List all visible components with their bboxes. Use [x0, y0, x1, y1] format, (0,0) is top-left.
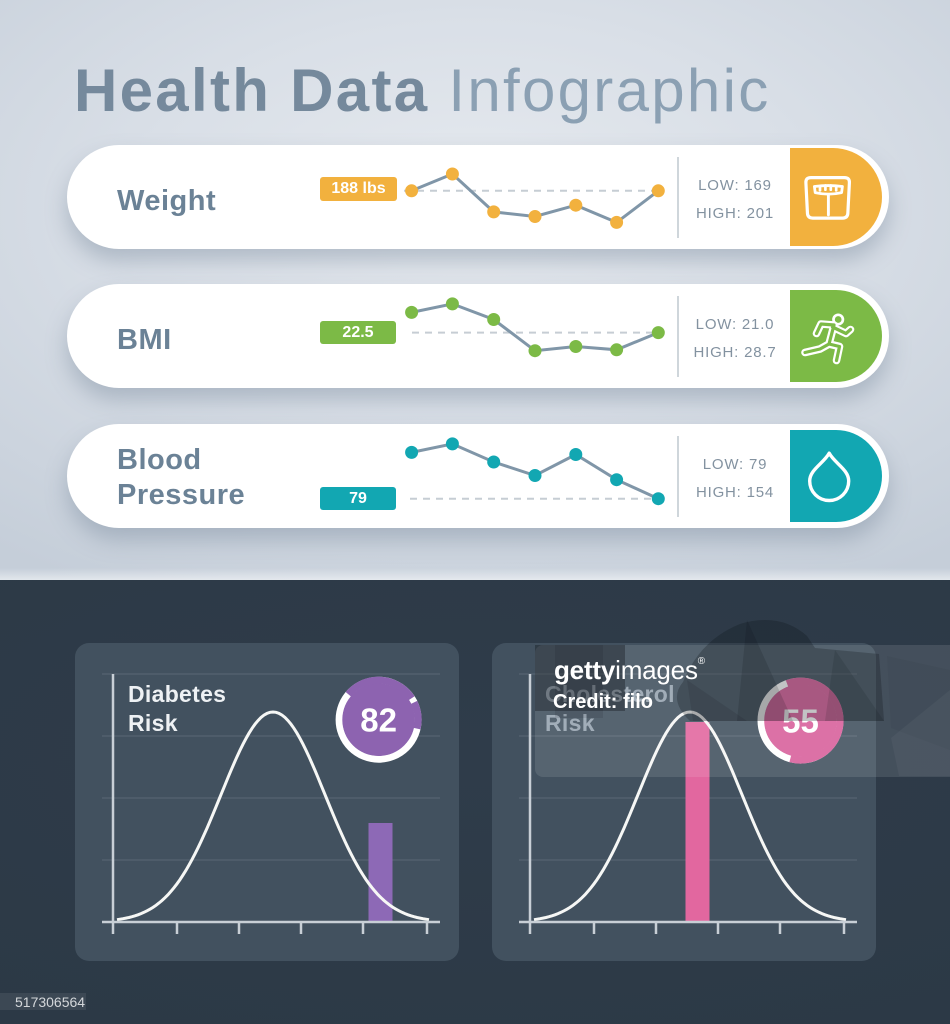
svg-text:55: 55	[782, 703, 819, 740]
svg-text:82: 82	[360, 702, 397, 739]
